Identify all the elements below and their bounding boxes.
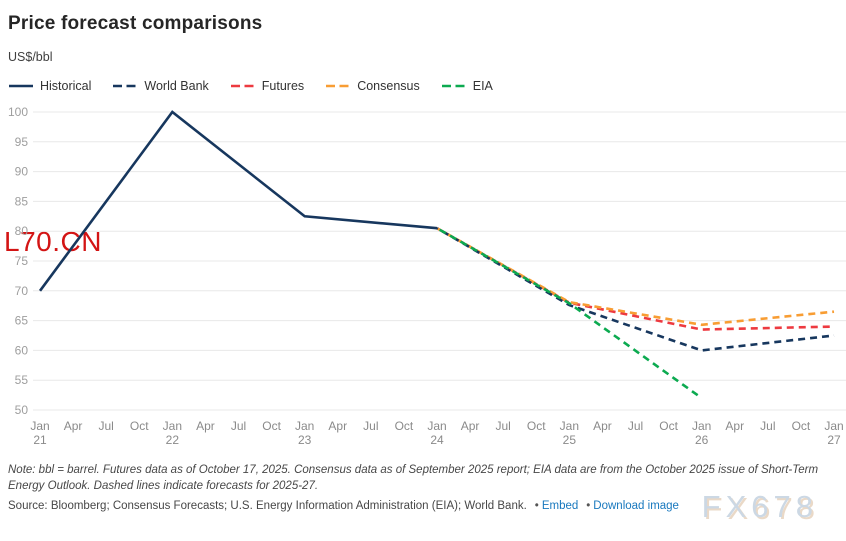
y-axis-unit-label: US$/bbl bbox=[8, 50, 53, 64]
world-bank-line-swatch-icon bbox=[112, 81, 138, 91]
legend-label: EIA bbox=[472, 79, 493, 93]
svg-text:55: 55 bbox=[15, 373, 29, 387]
svg-text:Jan: Jan bbox=[295, 419, 314, 433]
legend-label: Futures bbox=[261, 79, 305, 93]
legend-item-historical: Historical bbox=[8, 79, 91, 93]
svg-text:26: 26 bbox=[695, 433, 709, 447]
svg-text:25: 25 bbox=[563, 433, 577, 447]
svg-text:Jul: Jul bbox=[363, 419, 378, 433]
futures-line-swatch-icon bbox=[230, 81, 256, 91]
legend-item-consensus: Consensus bbox=[325, 79, 420, 93]
svg-text:27: 27 bbox=[827, 433, 841, 447]
svg-text:Jul: Jul bbox=[760, 419, 775, 433]
chart-note: Note: bbl = barrel. Futures data as of O… bbox=[8, 464, 819, 493]
svg-text:Jan: Jan bbox=[427, 419, 446, 433]
svg-text:95: 95 bbox=[15, 135, 29, 149]
legend-item-futures: Futures bbox=[230, 79, 304, 93]
source-text: Source: Bloomberg; Consensus Forecasts; … bbox=[8, 500, 527, 512]
svg-text:90: 90 bbox=[15, 165, 29, 179]
svg-text:22: 22 bbox=[166, 433, 180, 447]
svg-text:Jan: Jan bbox=[824, 419, 843, 433]
svg-text:Jan: Jan bbox=[163, 419, 182, 433]
legend-item-eia: EIA bbox=[441, 79, 493, 93]
svg-text:100: 100 bbox=[8, 105, 28, 119]
svg-text:75: 75 bbox=[15, 254, 29, 268]
consensus-line-swatch-icon bbox=[325, 81, 351, 91]
svg-text:Oct: Oct bbox=[395, 419, 414, 433]
svg-text:85: 85 bbox=[15, 194, 29, 208]
svg-text:Oct: Oct bbox=[659, 419, 678, 433]
svg-text:60: 60 bbox=[15, 343, 29, 357]
legend-label: World Bank bbox=[144, 79, 209, 93]
embed-link[interactable]: Embed bbox=[541, 500, 579, 512]
svg-text:21: 21 bbox=[33, 433, 47, 447]
svg-text:Jan: Jan bbox=[692, 419, 711, 433]
svg-text:70: 70 bbox=[15, 284, 29, 298]
svg-text:Oct: Oct bbox=[527, 419, 546, 433]
watermark-fx678: FX678 bbox=[701, 489, 818, 524]
svg-text:Oct: Oct bbox=[262, 419, 281, 433]
svg-text:Apr: Apr bbox=[725, 419, 744, 433]
svg-text:65: 65 bbox=[15, 314, 29, 328]
svg-text:Apr: Apr bbox=[328, 419, 347, 433]
bullet-separator: • bbox=[586, 500, 591, 512]
legend-item-world-bank: World Bank bbox=[112, 79, 209, 93]
historical-line-swatch-icon bbox=[8, 81, 34, 91]
svg-text:Jul: Jul bbox=[495, 419, 510, 433]
svg-text:Jan: Jan bbox=[30, 419, 49, 433]
svg-text:24: 24 bbox=[430, 433, 444, 447]
svg-text:50: 50 bbox=[15, 403, 29, 417]
legend-label: Consensus bbox=[357, 79, 420, 93]
svg-text:Jan: Jan bbox=[560, 419, 579, 433]
bullet-separator: • bbox=[534, 500, 539, 512]
svg-text:Oct: Oct bbox=[130, 419, 149, 433]
svg-text:Jul: Jul bbox=[98, 419, 113, 433]
eia-line-swatch-icon bbox=[441, 81, 467, 91]
legend-label: Historical bbox=[40, 79, 92, 93]
svg-text:Oct: Oct bbox=[792, 419, 811, 433]
page-title: Price forecast comparisons bbox=[8, 13, 263, 34]
source-row: Source: Bloomberg; Consensus Forecasts; … bbox=[8, 500, 708, 512]
svg-text:Jul: Jul bbox=[231, 419, 246, 433]
svg-text:Apr: Apr bbox=[64, 419, 83, 433]
svg-text:Apr: Apr bbox=[461, 419, 480, 433]
svg-text:Apr: Apr bbox=[593, 419, 612, 433]
svg-text:23: 23 bbox=[298, 433, 312, 447]
download-image-link[interactable]: Download image bbox=[593, 500, 679, 512]
svg-text:Jul: Jul bbox=[628, 419, 643, 433]
chart-legend: Historical World Bank Futures Consensus … bbox=[8, 78, 493, 94]
svg-text:80: 80 bbox=[15, 224, 29, 238]
svg-text:Apr: Apr bbox=[196, 419, 215, 433]
